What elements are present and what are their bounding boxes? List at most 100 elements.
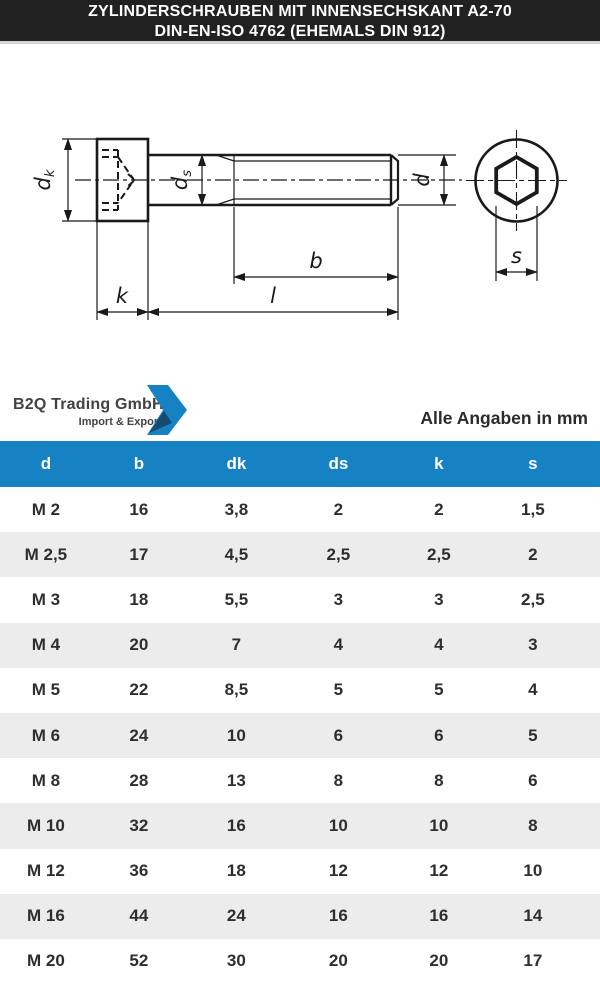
cell-d: M 2,5: [24, 544, 68, 564]
table-header-row: d b dk ds k s: [0, 441, 600, 487]
logo-chevron-icon: [147, 385, 187, 435]
cell-d: M 2: [31, 499, 61, 519]
cell-s: 1,5: [521, 499, 545, 519]
cell-b: 18: [129, 589, 149, 609]
column-header-k: k: [434, 454, 444, 473]
cell-ds: 2: [333, 499, 344, 519]
cell-s: 6: [528, 770, 538, 790]
title-bar: ZYLINDERSCHRAUBEN MIT INNENSECHSKANT A2-…: [0, 0, 600, 44]
column-header-dk: dk: [226, 454, 247, 473]
cell-d: M 16: [27, 906, 65, 926]
label-dk: dk: [31, 169, 58, 190]
logo-tagline: Import & Export: [78, 416, 162, 428]
cell-dk: 18: [226, 861, 246, 881]
cell-d: M 8: [31, 770, 61, 790]
cell-d: M 10: [27, 815, 65, 835]
table-row: M 4 20 7 4 4 3: [0, 622, 600, 668]
table-row: M 8 28 13 8 8 6: [0, 758, 600, 803]
page-subtitle: DIN-EN-ISO 4762 (EHEMALS DIN 912): [154, 23, 446, 40]
cell-ds: 4: [333, 635, 344, 655]
thread-lines: [215, 154, 391, 206]
units-note: Alle Angaben in mm: [420, 408, 588, 428]
cell-d: M 3: [31, 589, 61, 609]
cell-k: 4: [434, 635, 444, 655]
cell-k: 16: [429, 906, 449, 926]
screw-head-outline: [95, 137, 150, 223]
screw-technical-drawing: dk ds d b k l s: [31, 130, 567, 320]
cell-ds: 6: [333, 725, 344, 745]
cell-ds: 3: [333, 589, 344, 609]
cell-ds: 5: [333, 680, 344, 700]
table-body: M 2 16 3,8 2 2 1,5 M 2,5 17 4,5 2,5 2,5 2 M 3 18 5,5 3 3…: [0, 487, 600, 983]
cell-ds: 12: [328, 861, 348, 881]
cell-s: 5: [528, 725, 538, 745]
cell-dk: 7: [231, 635, 242, 655]
cell-ds: 20: [328, 951, 348, 971]
label-s: s: [511, 244, 522, 268]
table-row: M 2 16 3,8 2 2 1,5: [0, 487, 600, 532]
table-row: M 6 24 10 6 6 5: [0, 712, 600, 759]
cell-k: 12: [429, 861, 449, 881]
table-row: M 20 52 30 20 20 17: [0, 939, 600, 983]
table-row: M 2,5 17 4,5 2,5 2,5 2: [0, 532, 600, 578]
cell-ds: 16: [328, 906, 348, 926]
cell-s: 10: [523, 861, 543, 881]
cell-dk: 4,5: [224, 544, 249, 564]
cell-b: 52: [129, 951, 149, 971]
cell-dk: 3,8: [224, 499, 249, 519]
label-d: d: [410, 173, 434, 187]
cell-s: 3: [528, 635, 538, 655]
cell-dk: 24: [226, 906, 246, 926]
cell-s: 2,5: [521, 589, 545, 609]
cell-d: M 5: [31, 680, 61, 700]
table-row: M 5 22 8,5 5 5 4: [0, 668, 600, 713]
cell-k: 3: [434, 589, 444, 609]
table-row: M 10 32 16 10 10 8: [0, 803, 600, 849]
cell-b: 32: [129, 815, 149, 835]
table-row: M 12 36 18 12 12 10: [0, 849, 600, 894]
cell-k: 20: [429, 951, 449, 971]
label-l: l: [270, 284, 276, 308]
cell-dk: 8,5: [224, 680, 249, 700]
cell-d: M 20: [27, 951, 65, 971]
label-b: b: [309, 249, 322, 273]
cell-ds: 2,5: [326, 544, 351, 564]
cell-b: 24: [129, 725, 149, 745]
cell-ds: 10: [328, 815, 348, 835]
column-header-d: d: [40, 454, 52, 473]
hex-socket-hidden-lines: [102, 149, 137, 211]
column-header-s: s: [528, 454, 538, 473]
cell-k: 5: [434, 680, 444, 700]
cell-b: 36: [129, 861, 149, 881]
dimension-k-l: [96, 221, 399, 320]
table-row: M 16 44 24 16 16 14: [0, 893, 600, 939]
label-ds: ds: [168, 170, 195, 190]
cell-dk: 30: [226, 951, 246, 971]
cell-b: 17: [129, 544, 149, 564]
cell-b: 44: [129, 906, 149, 926]
cell-k: 10: [429, 815, 449, 835]
dimension-b: [233, 207, 399, 320]
dimension-dk: [62, 138, 97, 222]
cell-k: 6: [434, 725, 444, 745]
end-view: [466, 130, 567, 231]
cell-b: 20: [129, 635, 149, 655]
cell-s: 4: [528, 680, 538, 700]
cell-d: M 4: [31, 635, 61, 655]
cell-s: 17: [523, 951, 543, 971]
cell-k: 2,5: [427, 544, 451, 564]
cell-b: 28: [129, 770, 149, 790]
cell-s: 2: [528, 544, 538, 564]
dimension-d: [398, 154, 456, 206]
cell-dk: 5,5: [224, 589, 249, 609]
column-header-b: b: [133, 454, 145, 473]
cell-s: 14: [523, 906, 543, 926]
column-header-ds: ds: [328, 454, 349, 473]
screw-shank-outline: [148, 153, 400, 207]
cell-b: 16: [129, 499, 149, 519]
cell-dk: 13: [226, 770, 246, 790]
cell-dk: 10: [226, 725, 246, 745]
cell-b: 22: [129, 680, 149, 700]
page-title: ZYLINDERSCHRAUBEN MIT INNENSECHSKANT A2-…: [88, 3, 512, 20]
